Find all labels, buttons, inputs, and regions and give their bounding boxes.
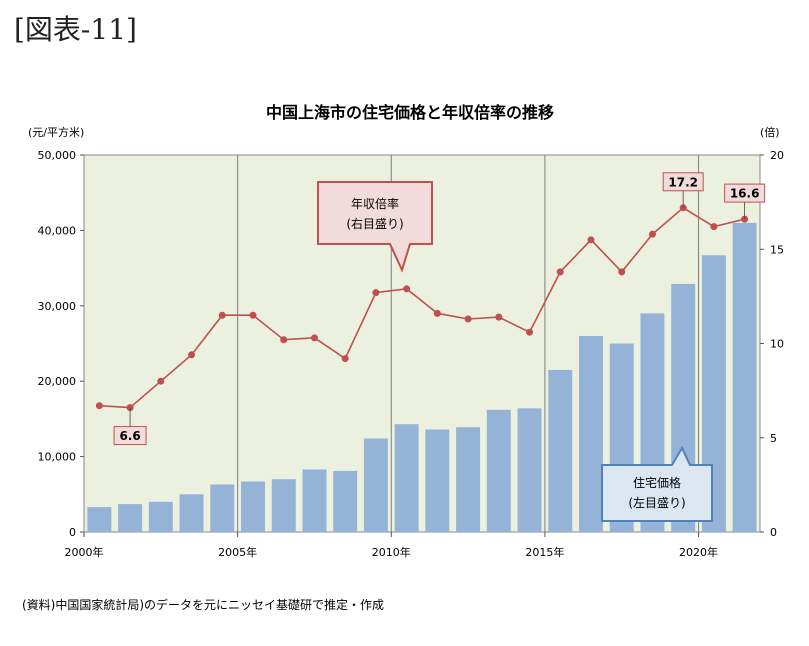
- ratio-point: [433, 309, 441, 317]
- ratio-point: [310, 334, 318, 342]
- price-bar: [210, 484, 235, 532]
- y-left-tick-label: 50,000: [38, 149, 77, 162]
- ratio-point: [157, 377, 165, 385]
- price-bar: [333, 470, 358, 532]
- data-label-box: [724, 183, 766, 203]
- x-tick-label: 2020年: [679, 545, 718, 559]
- ratio-line: [99, 206, 745, 409]
- ratio-point: [556, 268, 564, 276]
- x-tick-label: 2010年: [372, 545, 411, 559]
- y-right-tick-label: 15: [770, 243, 784, 256]
- price-callout-scale: (左目盛り): [628, 495, 685, 510]
- price-bar: [579, 335, 603, 532]
- ratio-callout: [317, 181, 433, 273]
- ratio-point: [218, 311, 226, 319]
- ratio-point: [710, 223, 718, 231]
- y-left-tick-label: 30,000: [38, 300, 77, 313]
- y-left-tick-label: 40,000: [38, 224, 77, 237]
- ratio-point: [95, 402, 103, 410]
- ratio-point: [495, 313, 503, 321]
- ratio-point: [372, 289, 380, 297]
- price-bar: [148, 501, 173, 532]
- price-bar: [517, 408, 542, 532]
- y-left-tick-label: 0: [69, 526, 76, 539]
- y-left-tick-label: 10,000: [38, 451, 77, 464]
- ratio-point: [280, 336, 288, 344]
- data-label-box: [113, 426, 147, 446]
- price-bar: [271, 479, 296, 532]
- ratio-callout-label: 年収倍率: [351, 196, 399, 211]
- price-callout-label: 住宅価格: [633, 475, 681, 490]
- figure-label: [図表-11]: [14, 13, 137, 46]
- ratio-callout-scale: (右目盛り): [346, 216, 403, 231]
- y-right-tick-label: 20: [770, 149, 784, 162]
- y-right-tick-label: 5: [770, 432, 777, 445]
- data-label: 16.6: [730, 187, 760, 201]
- y-left-tick-label: 20,000: [38, 375, 77, 388]
- chart-title: 中国上海市の住宅価格と年収倍率の推移: [266, 103, 554, 122]
- ratio-point: [403, 285, 411, 293]
- ratio-point: [464, 315, 472, 323]
- price-bar: [732, 222, 757, 533]
- data-label-box: [662, 172, 704, 192]
- ratio-point: [587, 236, 595, 244]
- source-note: (資料)中国国家統計局)のデータを元にニッセイ基礎研で推定・作成: [22, 598, 385, 612]
- price-bar: [241, 481, 265, 532]
- ratio-point: [341, 355, 349, 363]
- ratio-point: [648, 230, 656, 238]
- data-label: 6.6: [119, 429, 140, 443]
- x-tick-label: 2005年: [218, 545, 257, 559]
- y-right-tick-label: 0: [770, 526, 777, 539]
- y-left-unit: (元/平方米): [28, 125, 84, 139]
- price-bar: [456, 427, 481, 532]
- ratio-point: [188, 351, 196, 359]
- data-label: 17.2: [668, 175, 698, 189]
- x-tick-label: 2015年: [525, 545, 564, 559]
- price-bar: [548, 369, 573, 532]
- ratio-point: [249, 311, 257, 319]
- price-bar: [118, 504, 143, 532]
- price-bar: [179, 494, 204, 532]
- price-callout: [601, 445, 713, 522]
- price-bar: [701, 255, 726, 533]
- ratio-point: [526, 328, 534, 336]
- price-bar: [394, 424, 419, 532]
- price-bar: [302, 469, 327, 532]
- ratio-point: [618, 268, 626, 276]
- price-bar: [363, 438, 388, 532]
- y-right-unit: (倍): [760, 125, 780, 139]
- price-bar: [87, 507, 112, 532]
- x-tick-label: 2000年: [65, 545, 104, 559]
- y-right-tick-label: 10: [770, 338, 784, 351]
- price-bar: [486, 409, 511, 532]
- price-bar: [425, 429, 450, 532]
